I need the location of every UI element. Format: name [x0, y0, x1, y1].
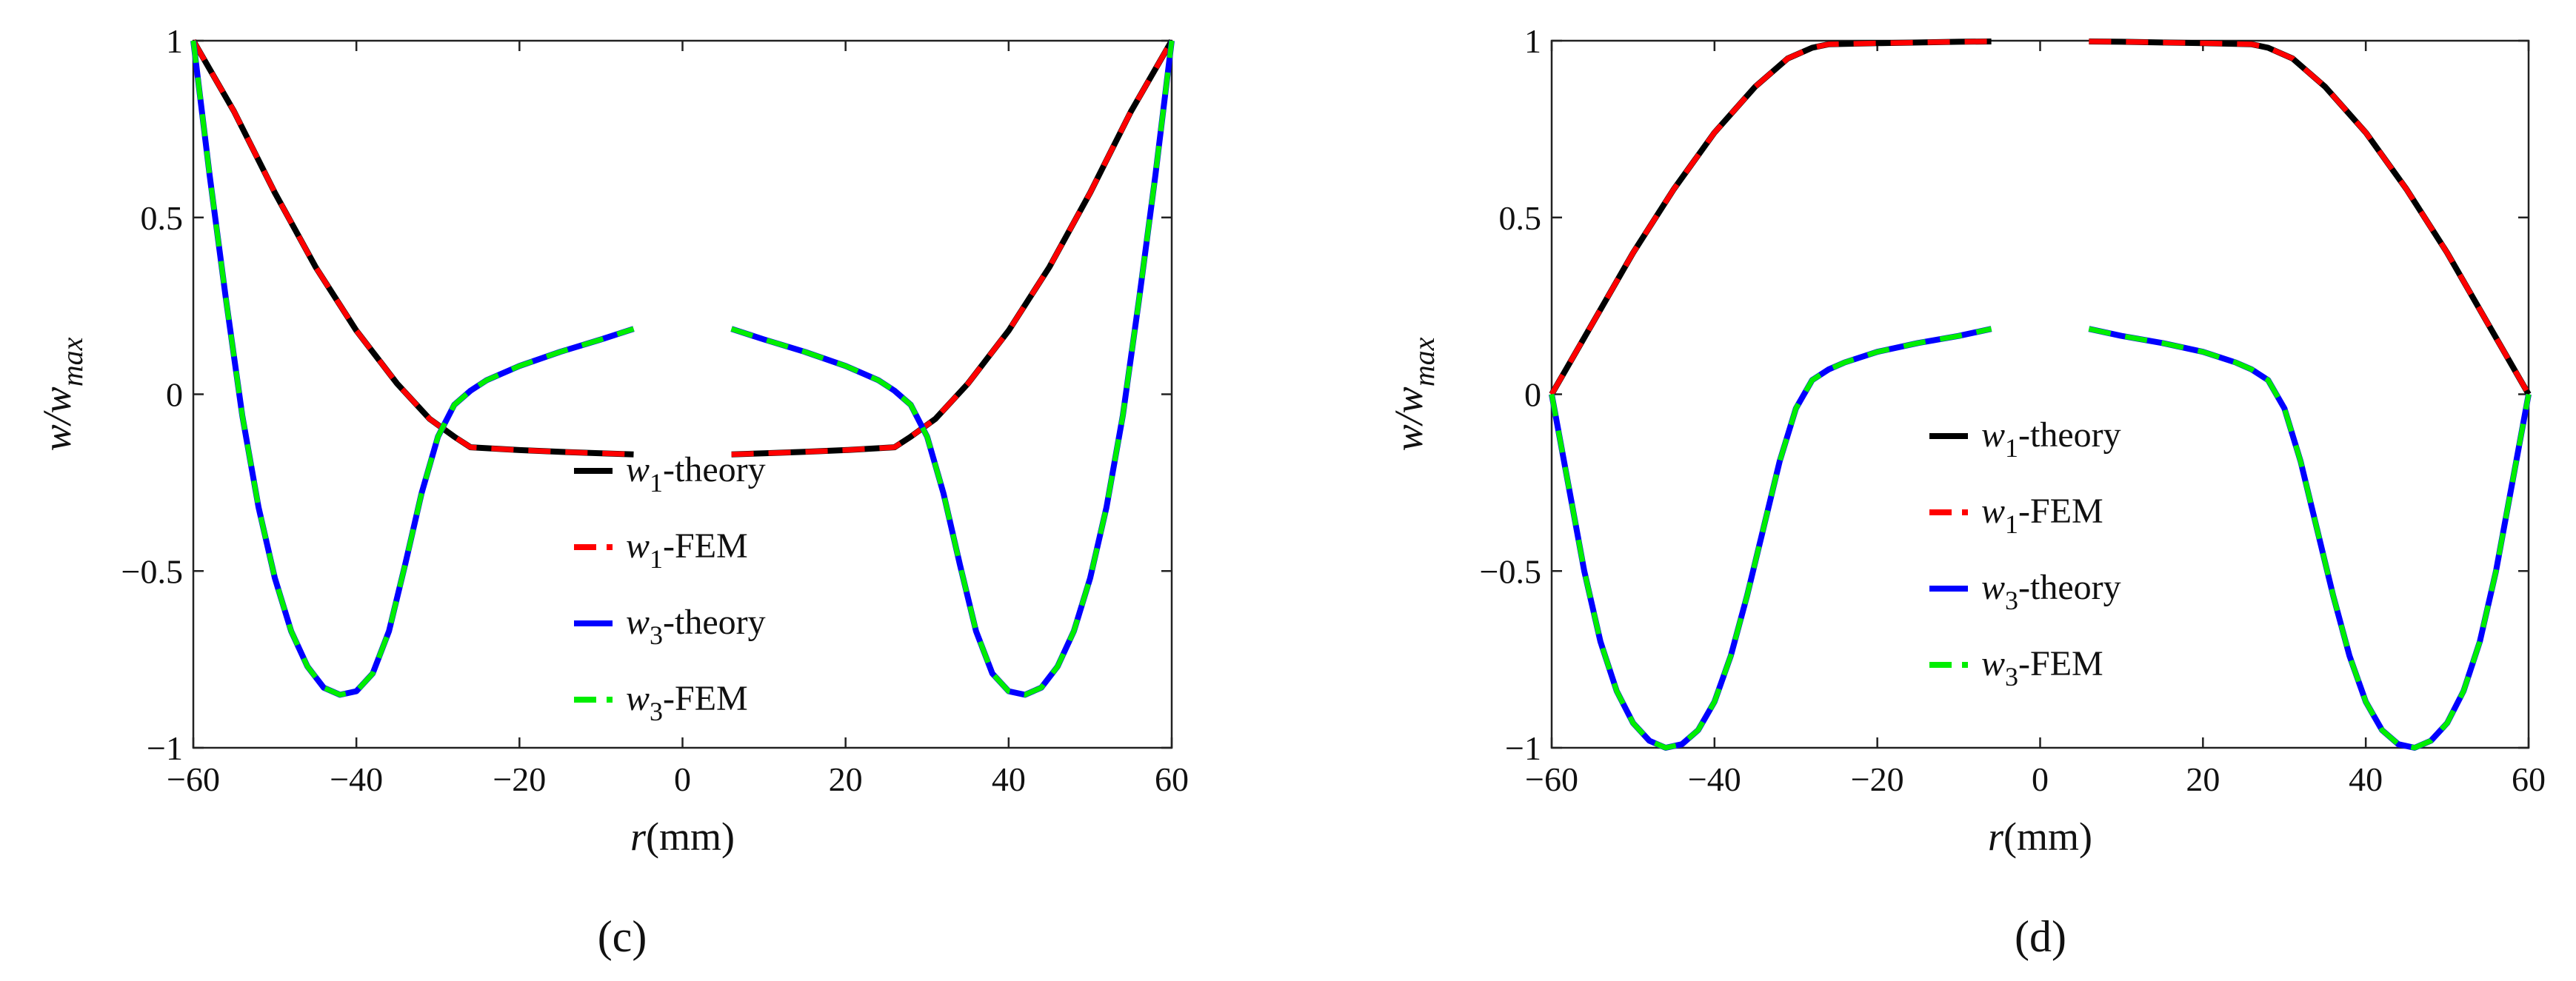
- legend-suffix: -theory: [2018, 415, 2121, 455]
- y-axis-label-main: w/w: [35, 386, 79, 451]
- legend-variable: w: [626, 450, 650, 489]
- legend-variable: w: [1981, 568, 2005, 607]
- x-tick-label: −60: [167, 760, 220, 798]
- x-tick-label: −60: [1525, 760, 1578, 798]
- y-tick-label: 0: [166, 376, 183, 414]
- y-tick-label: 1: [166, 22, 183, 60]
- legend-variable: w: [1981, 644, 2005, 683]
- legend-suffix: -theory: [663, 603, 766, 642]
- x-tick-label: −20: [1851, 760, 1904, 798]
- legend-variable: w: [1981, 415, 2005, 455]
- legend-suffix: -FEM: [663, 679, 748, 718]
- y-tick-label: −1: [1505, 729, 1541, 767]
- series-w1-theory-line-left: [190, 39, 634, 458]
- legend-label-w3-FEM: w3-FEM: [626, 679, 748, 726]
- y-tick-label: 0.5: [141, 199, 184, 237]
- legend-label-w3-FEM: w3-FEM: [1981, 644, 2103, 692]
- legend-subscript: 3: [2005, 586, 2018, 615]
- x-axis-label: r(mm): [630, 814, 735, 859]
- series-w1-FEM-line-right: [731, 39, 1175, 458]
- x-axis-label: r(mm): [1988, 814, 2092, 859]
- chart-c: −60 −40 −20 0 20 40 6010.50−0.5−1r(mm)w/wmaxw1…: [35, 22, 1189, 961]
- legend-suffix: -theory: [2018, 568, 2121, 607]
- legend-variable: w: [1981, 492, 2005, 531]
- y-axis-label: w/wmax: [1387, 337, 1441, 451]
- y-tick-label: −1: [147, 729, 183, 767]
- x-tick-label: 20: [2186, 760, 2220, 798]
- x-tick-label: 40: [992, 760, 1026, 798]
- legend-label-w3-theory: w3-theory: [626, 603, 766, 650]
- legend-suffix: -FEM: [2018, 492, 2103, 531]
- y-axis-label-subscript: max: [56, 337, 89, 386]
- legend-subscript: 1: [650, 468, 663, 498]
- legend-suffix: -FEM: [663, 526, 748, 566]
- x-tick-label: −40: [1688, 760, 1741, 798]
- x-tick-label: −20: [493, 760, 546, 798]
- series-w1-FEM-line-right: [2089, 38, 2532, 396]
- legend-suffix: -theory: [663, 450, 766, 489]
- legend-label-w3-theory: w3-theory: [1981, 568, 2121, 615]
- y-tick-label: 1: [1524, 22, 1541, 60]
- chart-d: −60 −40 −20 0 20 40 6010.50−0.5−1r(mm)w/wmaxw1…: [1387, 22, 2546, 961]
- series-w1-FEM-line-left: [1549, 38, 1992, 396]
- legend-variable: w: [626, 603, 650, 642]
- series-w3-FEM-line-left: [1549, 326, 1992, 751]
- x-tick-label: 60: [2512, 760, 2546, 798]
- panel-label: (c): [598, 912, 647, 961]
- x-axis-label-unit: (mm): [646, 814, 735, 859]
- legend-subscript: 1: [2005, 433, 2018, 463]
- y-tick-label: 0: [1524, 376, 1541, 414]
- legend-suffix: -FEM: [2018, 644, 2103, 683]
- series-w3-theory-line-left: [1549, 326, 1992, 751]
- y-tick-label: −0.5: [121, 552, 183, 590]
- legend-label-w1-FEM: w1-FEM: [626, 526, 748, 574]
- x-tick-label: 0: [2032, 760, 2049, 798]
- legend-label-w1-theory: w1-theory: [626, 450, 766, 498]
- x-tick-label: 20: [829, 760, 863, 798]
- y-tick-label: 0.5: [1499, 199, 1542, 237]
- y-axis-label: w/wmax: [35, 337, 89, 451]
- x-tick-label: 60: [1155, 760, 1189, 798]
- legend-subscript: 1: [650, 544, 663, 574]
- series-w3-theory-line-left: [190, 40, 635, 698]
- panel-label: (d): [2015, 912, 2066, 961]
- x-axis-label-unit: (mm): [2003, 814, 2092, 859]
- y-tick-label: −0.5: [1480, 552, 1541, 590]
- x-tick-label: 0: [674, 760, 691, 798]
- legend-subscript: 3: [650, 620, 663, 650]
- legend-label-w1-FEM: w1-FEM: [1981, 492, 2103, 539]
- series-w3-FEM-line-left: [190, 40, 635, 697]
- legend-subscript: 3: [2005, 662, 2018, 692]
- legend-label-w1-theory: w1-theory: [1981, 415, 2121, 463]
- plot-frame: [1550, 39, 2530, 749]
- series-w1-FEM-line-left: [190, 39, 634, 458]
- x-axis-label-variable: r: [630, 814, 647, 859]
- series-w3-FEM-line-right: [730, 40, 1175, 697]
- x-axis-label-variable: r: [1988, 814, 2004, 859]
- series-w1-theory-line-right: [731, 39, 1175, 458]
- series-w3-theory-line-right: [2088, 326, 2532, 751]
- legend-variable: w: [626, 526, 650, 566]
- x-tick-label: −40: [330, 760, 383, 798]
- series-w3-theory-line-right: [730, 40, 1175, 698]
- legend-subscript: 3: [650, 697, 663, 726]
- x-tick-label: 40: [2349, 760, 2383, 798]
- y-axis-label-subscript: max: [1407, 337, 1441, 386]
- legend-subscript: 1: [2005, 509, 2018, 539]
- y-axis-label-main: w/w: [1387, 386, 1431, 451]
- legend-variable: w: [626, 679, 650, 718]
